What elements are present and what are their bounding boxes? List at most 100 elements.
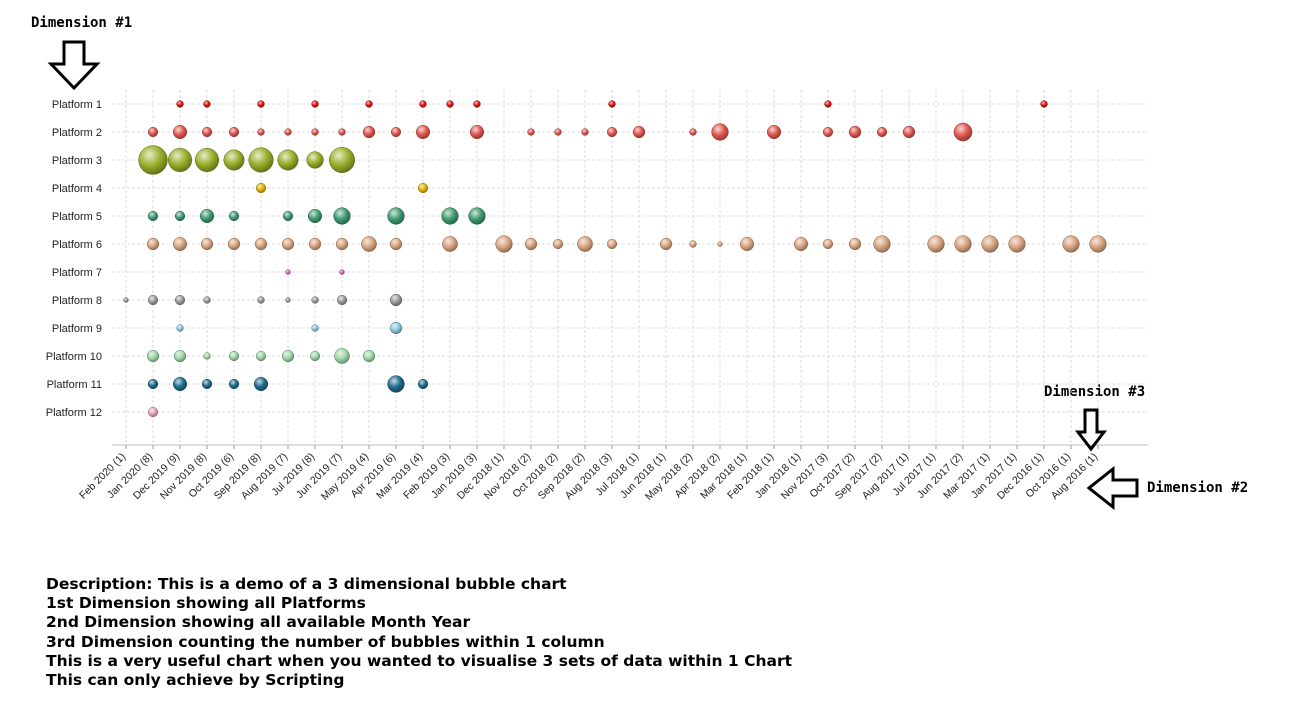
- bubble-mark[interactable]: [227, 237, 241, 251]
- bubble-mark[interactable]: [739, 236, 755, 252]
- bubble-mark[interactable]: [285, 297, 291, 303]
- bubble-mark[interactable]: [176, 100, 184, 108]
- bubble-mark[interactable]: [329, 147, 355, 173]
- bubble-mark[interactable]: [203, 352, 211, 360]
- bubble-mark[interactable]: [257, 100, 265, 108]
- bubble-mark[interactable]: [203, 296, 211, 304]
- bubble-mark[interactable]: [338, 128, 346, 136]
- bubble-mark[interactable]: [281, 237, 295, 251]
- bubble-mark[interactable]: [954, 235, 972, 253]
- bubble-mark[interactable]: [253, 376, 269, 392]
- bubble-mark[interactable]: [822, 238, 834, 250]
- bubble-mark[interactable]: [389, 321, 403, 335]
- bubble-mark[interactable]: [981, 235, 999, 253]
- bubble-mark[interactable]: [577, 236, 593, 252]
- bubble-mark[interactable]: [147, 378, 159, 390]
- bubble-mark[interactable]: [365, 100, 373, 108]
- bubble-mark[interactable]: [1008, 235, 1026, 253]
- bubble-mark[interactable]: [167, 147, 193, 173]
- bubble-mark[interactable]: [282, 210, 294, 222]
- bubble-mark[interactable]: [417, 182, 429, 194]
- bubble-mark[interactable]: [255, 350, 267, 362]
- bubble-mark[interactable]: [277, 149, 299, 171]
- bubble-mark[interactable]: [311, 296, 319, 304]
- bubble-mark[interactable]: [927, 235, 945, 253]
- bubble-mark[interactable]: [417, 378, 429, 390]
- bubble-mark[interactable]: [311, 324, 319, 332]
- bubble-mark[interactable]: [333, 207, 351, 225]
- bubble-mark[interactable]: [138, 145, 168, 175]
- bubble-mark[interactable]: [824, 100, 832, 108]
- bubble-mark[interactable]: [524, 237, 538, 251]
- bubble-mark[interactable]: [387, 207, 405, 225]
- bubble-mark[interactable]: [717, 241, 723, 247]
- bubble-mark[interactable]: [255, 182, 267, 194]
- bubble-mark[interactable]: [308, 237, 322, 251]
- bubble-mark[interactable]: [822, 126, 834, 138]
- bubble-mark[interactable]: [608, 100, 616, 108]
- bubble-mark[interactable]: [848, 125, 862, 139]
- bubble-mark[interactable]: [146, 349, 160, 363]
- bubble-mark[interactable]: [606, 238, 618, 250]
- bubble-mark[interactable]: [554, 128, 562, 136]
- bubble-mark[interactable]: [254, 237, 268, 251]
- bubble-mark[interactable]: [223, 149, 245, 171]
- bubble-mark[interactable]: [257, 128, 265, 136]
- bubble-mark[interactable]: [442, 236, 458, 252]
- bubble-mark[interactable]: [953, 122, 973, 142]
- bubble-mark[interactable]: [334, 348, 350, 364]
- bubble-mark[interactable]: [876, 126, 888, 138]
- bubble-mark[interactable]: [174, 210, 186, 222]
- bubble-mark[interactable]: [172, 376, 188, 392]
- bubble-mark[interactable]: [606, 126, 618, 138]
- bubble-mark[interactable]: [552, 238, 564, 250]
- bubble-mark[interactable]: [659, 237, 673, 251]
- bubble-mark[interactable]: [176, 324, 184, 332]
- bubble-mark[interactable]: [203, 100, 211, 108]
- bubble-mark[interactable]: [228, 350, 240, 362]
- bubble-mark[interactable]: [228, 210, 240, 222]
- bubble-mark[interactable]: [468, 207, 486, 225]
- bubble-mark[interactable]: [415, 124, 431, 140]
- bubble-mark[interactable]: [306, 151, 324, 169]
- bubble-mark[interactable]: [307, 208, 323, 224]
- bubble-mark[interactable]: [902, 125, 916, 139]
- bubble-mark[interactable]: [469, 124, 485, 140]
- bubble-mark[interactable]: [389, 293, 403, 307]
- bubble-mark[interactable]: [387, 375, 405, 393]
- bubble-mark[interactable]: [311, 100, 319, 108]
- bubble-mark[interactable]: [201, 126, 213, 138]
- bubble-mark[interactable]: [1062, 235, 1080, 253]
- bubble-mark[interactable]: [281, 349, 295, 363]
- bubble-mark[interactable]: [309, 350, 321, 362]
- bubble-mark[interactable]: [390, 126, 402, 138]
- bubble-mark[interactable]: [362, 125, 376, 139]
- bubble-mark[interactable]: [146, 237, 160, 251]
- bubble-mark[interactable]: [766, 124, 782, 140]
- bubble-mark[interactable]: [361, 236, 377, 252]
- bubble-mark[interactable]: [873, 235, 891, 253]
- bubble-mark[interactable]: [147, 294, 159, 306]
- bubble-mark[interactable]: [172, 236, 188, 252]
- bubble-mark[interactable]: [284, 128, 292, 136]
- bubble-mark[interactable]: [172, 124, 188, 140]
- bubble-mark[interactable]: [201, 378, 213, 390]
- bubble-mark[interactable]: [339, 269, 345, 275]
- bubble-mark[interactable]: [335, 237, 349, 251]
- bubble-mark[interactable]: [199, 208, 215, 224]
- bubble-mark[interactable]: [311, 128, 319, 136]
- bubble-mark[interactable]: [147, 126, 159, 138]
- bubble-mark[interactable]: [194, 147, 220, 173]
- bubble-mark[interactable]: [248, 147, 274, 173]
- bubble-mark[interactable]: [228, 378, 240, 390]
- bubble-mark[interactable]: [446, 100, 454, 108]
- bubble-mark[interactable]: [147, 406, 159, 418]
- bubble-mark[interactable]: [441, 207, 459, 225]
- bubble-mark[interactable]: [174, 294, 186, 306]
- bubble-mark[interactable]: [1040, 100, 1048, 108]
- bubble-mark[interactable]: [362, 349, 376, 363]
- bubble-mark[interactable]: [147, 210, 159, 222]
- bubble-mark[interactable]: [495, 235, 513, 253]
- bubble-mark[interactable]: [336, 294, 348, 306]
- bubble-mark[interactable]: [581, 128, 589, 136]
